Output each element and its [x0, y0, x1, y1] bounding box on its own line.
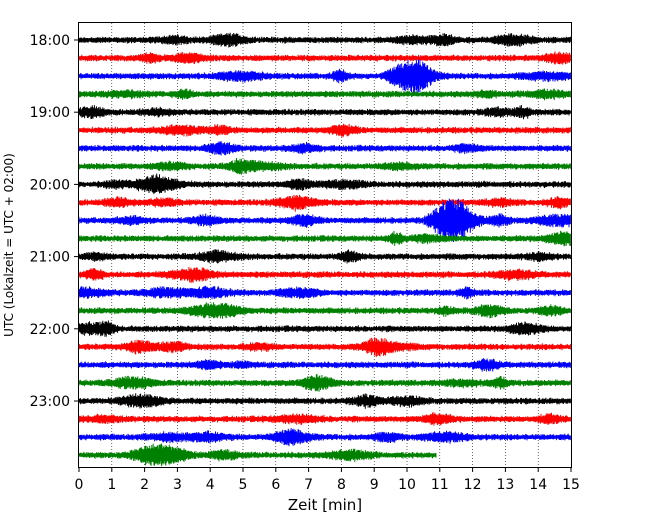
x-tick-label: 0 — [75, 477, 84, 493]
trace-row-2315 — [78, 412, 571, 426]
grid-lines — [111, 23, 539, 467]
traces — [78, 32, 571, 467]
x-tick-label: 10 — [398, 477, 416, 493]
y-tick-label: 21:00 — [30, 250, 70, 266]
y-tick-label: 23:00 — [30, 394, 70, 410]
y-tick-label: 19:00 — [30, 105, 70, 121]
x-tick-label: 6 — [271, 477, 280, 493]
trace-row-1830 — [78, 59, 571, 94]
x-tick-label: 11 — [431, 477, 449, 493]
trace-row-2045 — [78, 230, 571, 247]
trace-row-2100 — [78, 249, 571, 264]
x-tick-label: 3 — [173, 477, 182, 493]
x-tick-label: 13 — [496, 477, 514, 493]
trace-row-2330 — [78, 428, 571, 447]
trace-row-2145 — [78, 302, 571, 319]
trace-row-1815 — [78, 51, 571, 65]
y-axis-label: UTC (Lokalzeit = UTC + 02:00) — [2, 153, 16, 337]
trace-row-2345 — [78, 443, 437, 467]
trace-row-1900 — [78, 105, 571, 120]
x-tick-label: 4 — [206, 477, 215, 493]
x-tick-label: 14 — [529, 477, 547, 493]
x-tick-label: 5 — [239, 477, 248, 493]
trace-row-2215 — [78, 337, 571, 357]
trace-row-2130 — [78, 285, 571, 300]
y-tick-label: 22:00 — [30, 322, 70, 338]
trace-row-1930 — [78, 141, 571, 156]
y-axis-ticks: 18:00 19:00 20:00 21:00 22:00 23:00 — [30, 33, 79, 410]
x-axis-ticks: 0 1 2 3 4 5 6 7 8 9 10 11 12 13 14 15 — [75, 467, 580, 493]
x-tick-label: 9 — [370, 477, 379, 493]
y-tick-label: 18:00 — [30, 33, 70, 49]
y-tick-label: 20:00 — [30, 177, 70, 193]
trace-row-1800 — [78, 32, 571, 48]
trace-row-2230 — [78, 358, 571, 372]
trace-row-2300 — [78, 393, 571, 409]
trace-row-2200 — [78, 320, 571, 337]
trace-row-2115 — [78, 266, 571, 284]
x-tick-label: 15 — [562, 477, 580, 493]
x-tick-label: 8 — [337, 477, 346, 493]
trace-row-2000 — [78, 173, 571, 195]
x-tick-label: 12 — [464, 477, 482, 493]
x-tick-label: 7 — [304, 477, 313, 493]
x-axis-label: Zeit [min] — [288, 496, 362, 514]
trace-row-2245 — [78, 373, 571, 392]
trace-row-1945 — [78, 158, 571, 175]
trace-row-1845 — [78, 88, 571, 101]
trace-row-1915 — [78, 123, 571, 138]
trace-row-2015 — [78, 194, 571, 212]
x-tick-label: 1 — [107, 477, 116, 493]
plot-frame — [78, 22, 572, 468]
x-tick-label: 2 — [140, 477, 149, 493]
